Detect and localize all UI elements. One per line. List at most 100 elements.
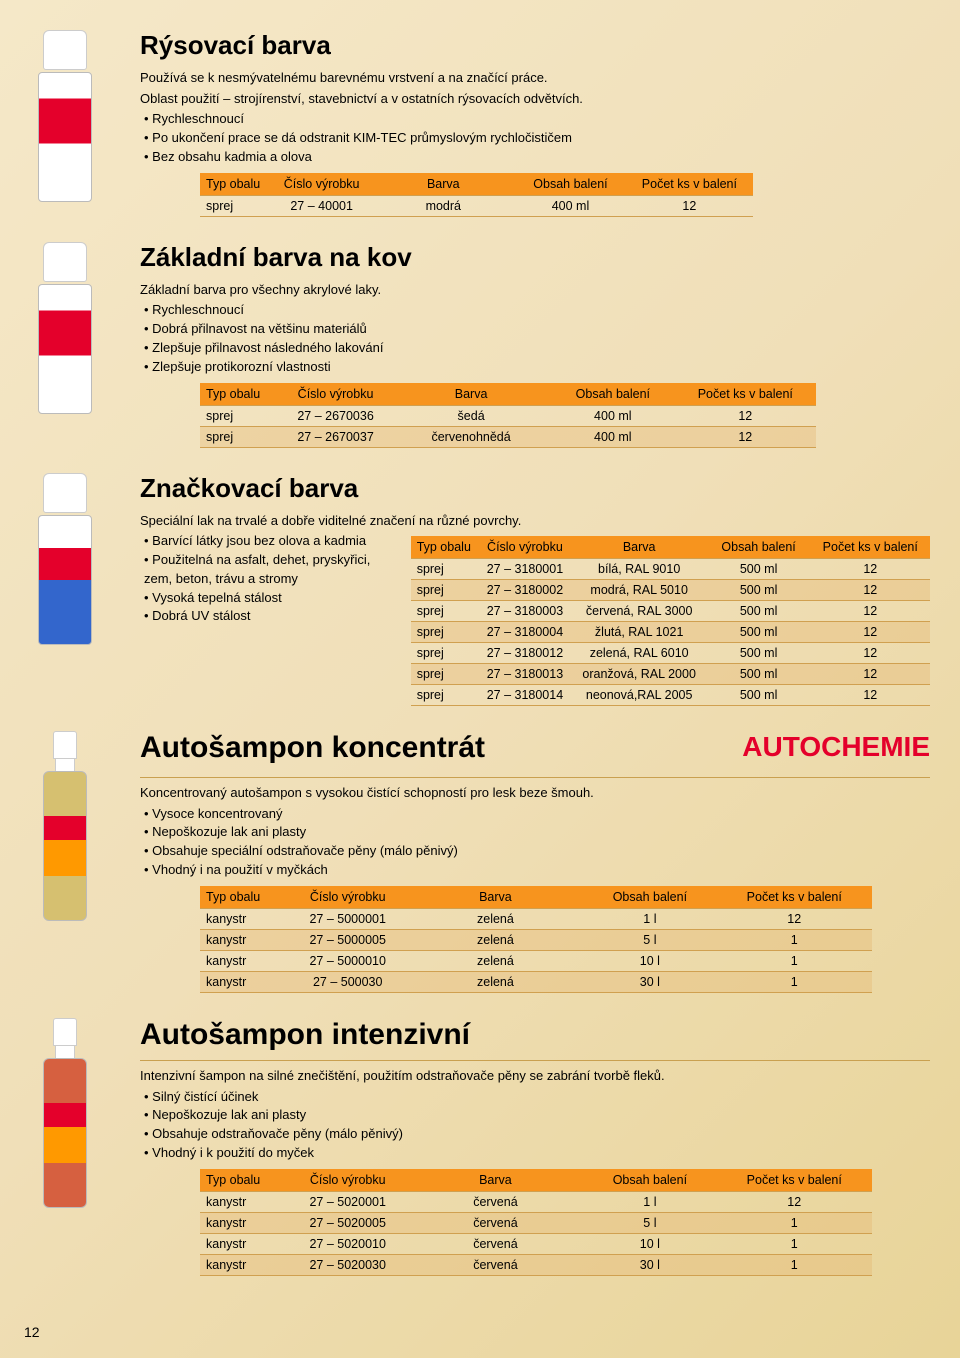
table-row: kanystr27 – 5020001červená1 l12 bbox=[200, 1191, 872, 1212]
td: 1 bbox=[717, 1233, 871, 1254]
td: sprej bbox=[200, 405, 280, 426]
description: Koncentrovaný autošampon s vysokou čistí… bbox=[140, 784, 930, 802]
td: 30 l bbox=[583, 1254, 717, 1275]
td: bílá, RAL 9010 bbox=[572, 559, 707, 580]
td: neonová,RAL 2005 bbox=[572, 685, 707, 706]
td: 12 bbox=[811, 601, 930, 622]
td: 27 – 2670037 bbox=[280, 426, 391, 447]
td: sprej bbox=[411, 601, 479, 622]
bullet-list: Rychleschnoucí Po ukončení prace se dá o… bbox=[140, 110, 930, 167]
td: 27 – 3180001 bbox=[478, 559, 571, 580]
bullet-item: Dobrá přilnavost na většinu materiálů bbox=[140, 320, 930, 339]
th: Číslo výrobku bbox=[478, 536, 571, 559]
spray-can-icon bbox=[35, 30, 95, 210]
bullet-list: Rychleschnoucí Dobrá přilnavost na větši… bbox=[140, 301, 930, 376]
product-image-col bbox=[0, 242, 130, 448]
td: kanystr bbox=[200, 972, 287, 993]
bullet-list: Vysoce koncentrovaný Nepoškozuje lak ani… bbox=[140, 805, 930, 880]
th: Číslo výrobku bbox=[280, 383, 391, 406]
th: Číslo výrobku bbox=[287, 886, 408, 909]
bullet-item: Vhodný i na použití v myčkách bbox=[140, 861, 930, 880]
td: sprej bbox=[411, 580, 479, 601]
bullet-item: Obsahuje odstraňovače pěny (málo pěnivý) bbox=[140, 1125, 930, 1144]
table-row: sprej27 – 3180002modrá, RAL 5010500 ml12 bbox=[411, 580, 930, 601]
bullet-item: Zlepšuje protikorozní vlastnosti bbox=[140, 358, 930, 377]
th: Barva bbox=[391, 383, 551, 406]
th: Typ obalu bbox=[200, 173, 272, 196]
td: 30 l bbox=[583, 972, 717, 993]
product-image-col bbox=[0, 1018, 130, 1276]
td: 1 bbox=[717, 1254, 871, 1275]
divider bbox=[140, 777, 930, 778]
th: Obsah balení bbox=[515, 173, 626, 196]
td: sprej bbox=[411, 622, 479, 643]
td: červená bbox=[408, 1191, 583, 1212]
td: zelená bbox=[408, 909, 583, 930]
th: Typ obalu bbox=[200, 1169, 287, 1192]
th: Barva bbox=[572, 536, 707, 559]
description: Oblast použití – strojírenství, stavebni… bbox=[140, 90, 930, 108]
th: Barva bbox=[408, 886, 583, 909]
td: 500 ml bbox=[707, 580, 811, 601]
product-image-col bbox=[0, 731, 130, 993]
table-row: sprej27 – 3180014neonová,RAL 2005500 ml1… bbox=[411, 685, 930, 706]
td: 1 bbox=[717, 1212, 871, 1233]
td: sprej bbox=[411, 685, 479, 706]
product-table: Typ obalu Číslo výrobku Barva Obsah bale… bbox=[200, 173, 753, 217]
bullet-item: Vhodný i k použití do myček bbox=[140, 1144, 930, 1163]
td: červená bbox=[408, 1254, 583, 1275]
td: 27 – 5020001 bbox=[287, 1191, 408, 1212]
table-row: sprej27 – 3180004žlutá, RAL 1021500 ml12 bbox=[411, 622, 930, 643]
td: šedá bbox=[391, 405, 551, 426]
td: 12 bbox=[811, 559, 930, 580]
td: 27 – 2670036 bbox=[280, 405, 391, 426]
th: Obsah balení bbox=[551, 383, 674, 406]
th: Barva bbox=[408, 1169, 583, 1192]
td: 12 bbox=[674, 426, 816, 447]
description: Speciální lak na trvalé a dobře viditeln… bbox=[140, 512, 930, 530]
td: 500 ml bbox=[707, 664, 811, 685]
table-row: kanystr27 – 500030zelená30 l1 bbox=[200, 972, 872, 993]
table-row: kanystr27 – 5020005červená5 l1 bbox=[200, 1212, 872, 1233]
content-col: Autošampon intenzivní Intenzivní šampon … bbox=[130, 1018, 930, 1276]
th: Počet ks v balení bbox=[717, 886, 871, 909]
td: 12 bbox=[674, 405, 816, 426]
bottle-icon bbox=[40, 1018, 90, 1208]
td: 12 bbox=[717, 1191, 871, 1212]
td: modrá, RAL 5010 bbox=[572, 580, 707, 601]
bullet-item: Dobrá UV stálost bbox=[140, 607, 401, 626]
td: 12 bbox=[811, 580, 930, 601]
description: Intenzivní šampon na silné znečištění, p… bbox=[140, 1067, 930, 1085]
td: 1 bbox=[717, 972, 871, 993]
bottle-icon bbox=[40, 731, 90, 921]
content-col: Autošampon koncentrát AUTOCHEMIE Koncent… bbox=[130, 731, 930, 993]
td: 27 – 5000010 bbox=[287, 951, 408, 972]
td: 500 ml bbox=[707, 559, 811, 580]
td: 27 – 40001 bbox=[272, 195, 372, 216]
table-header-row: Typ obaluČíslo výrobkuBarvaObsah baleníP… bbox=[200, 383, 816, 406]
bullet-item: Vysoce koncentrovaný bbox=[140, 805, 930, 824]
section-zakladni-barva: Základní barva na kov Základní barva pro… bbox=[0, 242, 930, 448]
th: Barva bbox=[371, 173, 515, 196]
td: 12 bbox=[811, 643, 930, 664]
td: 500 ml bbox=[707, 622, 811, 643]
bullet-item: Bez obsahu kadmia a olova bbox=[140, 148, 930, 167]
table-header-row: Typ obalu Číslo výrobku Barva Obsah bale… bbox=[200, 173, 753, 196]
td: 27 – 3180004 bbox=[478, 622, 571, 643]
content-col: Značkovací barva Speciální lak na trvalé… bbox=[130, 473, 930, 707]
td: 27 – 5000005 bbox=[287, 930, 408, 951]
content-col: Základní barva na kov Základní barva pro… bbox=[130, 242, 930, 448]
td: 5 l bbox=[583, 930, 717, 951]
th: Obsah balení bbox=[583, 1169, 717, 1192]
bullet-item: Vysoká tepelná stálost bbox=[140, 589, 401, 608]
td: 27 – 5020005 bbox=[287, 1212, 408, 1233]
th: Obsah balení bbox=[583, 886, 717, 909]
divider bbox=[140, 1060, 930, 1061]
bullet-item: Nepoškozuje lak ani plasty bbox=[140, 1106, 930, 1125]
table-row: sprej27 – 2670036šedá400 ml12 bbox=[200, 405, 816, 426]
description: Používá se k nesmývatelnému barevnému vr… bbox=[140, 69, 930, 87]
th: Počet ks v balení bbox=[717, 1169, 871, 1192]
table-header-row: Typ obaluČíslo výrobkuBarvaObsah baleníP… bbox=[411, 536, 930, 559]
product-image-col bbox=[0, 473, 130, 707]
td: 27 – 5020030 bbox=[287, 1254, 408, 1275]
